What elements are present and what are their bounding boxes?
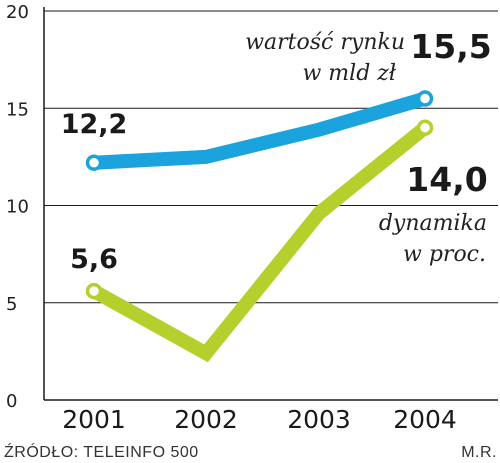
x-tick-label: 2001	[62, 405, 126, 434]
series-label-dynamics-line1: dynamika	[379, 211, 487, 236]
gridlines	[44, 10, 498, 304]
series-1-point-0	[85, 282, 103, 300]
series-layer	[85, 90, 434, 363]
y-tick-label: 15	[6, 99, 29, 120]
source-note: ŹRÓDŁO: TELEINFO 500	[4, 442, 199, 461]
x-tick-label: 2003	[287, 405, 351, 434]
data-label-series-0-point-3: 15,5	[410, 27, 491, 66]
series-0-point-3	[416, 90, 434, 107]
series-line-1	[90, 122, 430, 363]
data-labels: 12,2 15,5 5,6 14,0	[61, 27, 492, 275]
data-label-series-0-point-0: 12,2	[61, 109, 128, 140]
series-label-market-value-line1: wartość rynku	[245, 30, 405, 55]
series-label-dynamics-line2: w proc.	[403, 242, 486, 267]
series-line-0	[93, 91, 427, 170]
series-label-market-value-line2: w mld zł	[302, 61, 396, 86]
y-tick-label: 0	[6, 391, 17, 412]
data-label-series-1-point-0: 5,6	[70, 244, 118, 275]
x-tick-label: 2002	[174, 405, 238, 434]
x-tick-label: 2004	[393, 405, 457, 434]
data-label-series-1-point-3: 14,0	[406, 160, 487, 199]
y-tick-label: 20	[6, 2, 29, 23]
y-axis: 0 5 10 15 20	[6, 2, 498, 412]
series-0-point-0	[85, 154, 103, 171]
author-initials: M.R.	[461, 444, 497, 461]
x-axis: 2001 2002 2003 2004	[62, 405, 457, 434]
y-tick-label: 10	[6, 197, 29, 218]
series-1-point-3	[416, 119, 434, 136]
y-tick-label: 5	[6, 294, 17, 315]
